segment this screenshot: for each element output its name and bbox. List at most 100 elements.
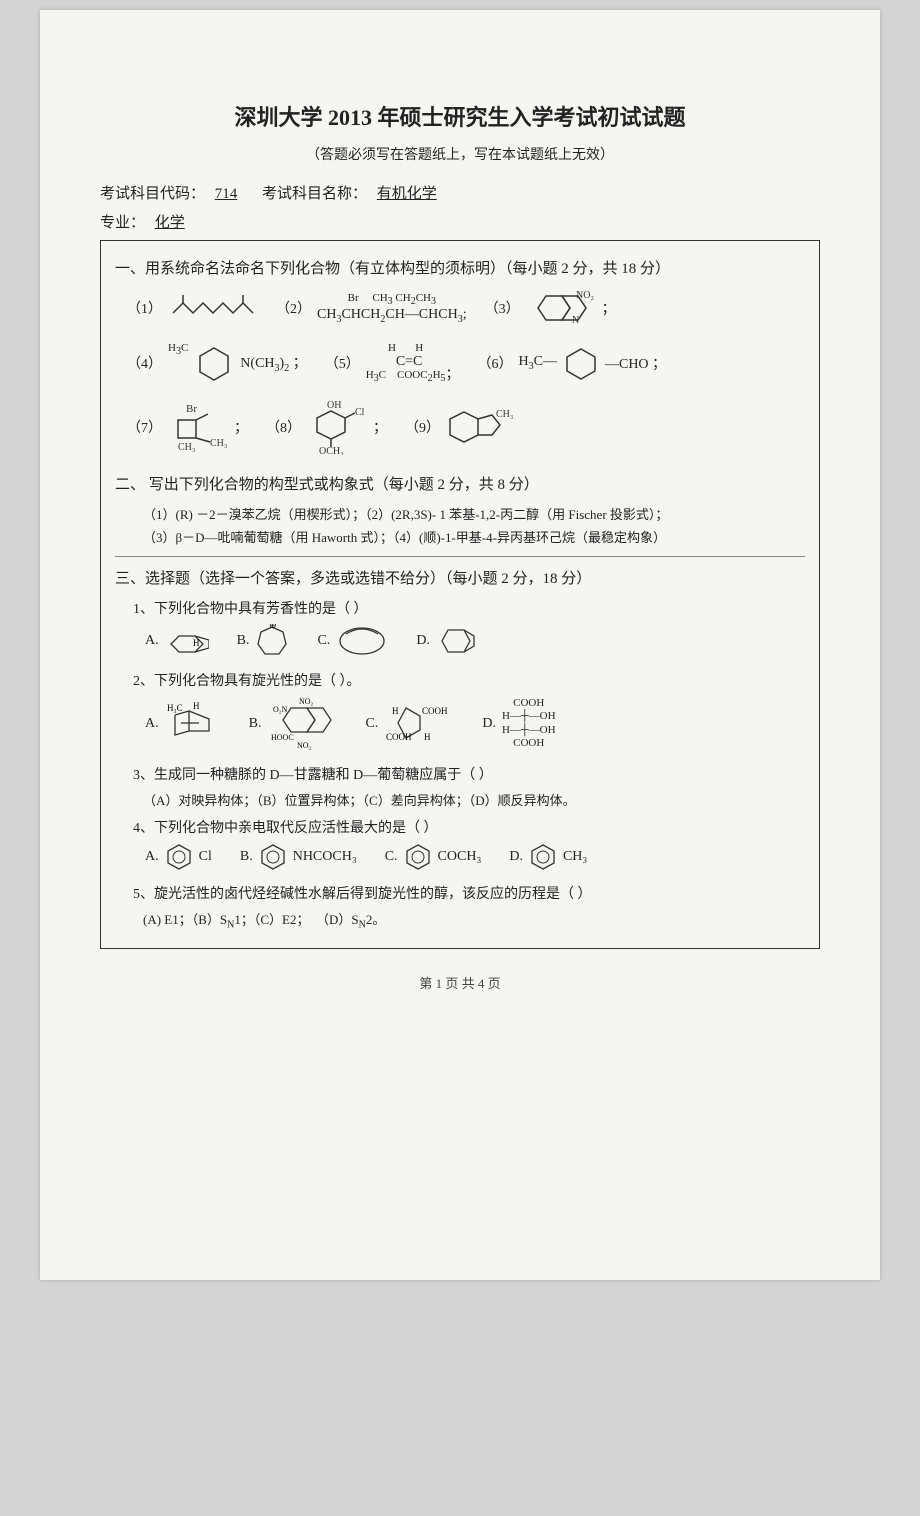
s1-item3: （3） N NO₂ ； — [485, 288, 616, 328]
q3-opts: （A）对映异构体；（B）位置异构体；（C）差向异构体；（D）顺反异构体。 — [143, 790, 805, 809]
letter-D2: D. — [482, 716, 496, 732]
s1-item1: （1） — [127, 293, 258, 323]
q4-opts: A. Cl B. NHCOCH₃ C. COCH₃ D. CH₃ — [145, 843, 805, 871]
s1-row3: （7） Br CH₃ CH₃ ； （8） OH Cl — [127, 399, 805, 455]
q2c-icon: H COOH COOH H — [384, 702, 454, 746]
letter-D: D. — [416, 633, 430, 649]
s1-item6: （6） H3C— —CHO ； — [478, 346, 667, 380]
exam-page: 深圳大学 2013 年硕士研究生入学考试初试试题 （答题必须写在答题纸上，写在本… — [40, 10, 880, 1280]
svg-text:OCH₃: OCH₃ — [319, 446, 344, 455]
letter-A4: A. — [145, 849, 159, 865]
structure-7-icon: Br CH₃ CH₃ — [168, 402, 228, 452]
svg-text:H: H — [424, 732, 431, 742]
s1-n1: （1） — [127, 298, 162, 318]
svg-text:NO₂: NO₂ — [576, 290, 594, 301]
q2d-formula: COOHH—┼—OHH—┼—OHCOOH — [502, 697, 556, 750]
major-value: 化学 — [149, 215, 191, 231]
s1-n8: （8） — [266, 417, 301, 437]
svg-text:COOH: COOH — [386, 732, 412, 742]
letter-C4: C. — [385, 849, 398, 865]
q1-optA: A. H — [145, 624, 209, 658]
q4d-label: CH₃ — [563, 849, 587, 865]
letter-B4: B. — [240, 849, 253, 865]
s1-row1: （1） （2） Br CH3 CH2CH3 CH3CHCH2CH—CHCH3; — [127, 288, 805, 328]
q2b-icon: NO₂ O₂N HOOC NO₂ — [267, 696, 337, 752]
letter-B2: B. — [249, 716, 262, 732]
q2: 2、下列化合物具有旋光性的是（ ）。 — [133, 670, 805, 690]
page-title: 深圳大学 2013 年硕士研究生入学考试初试试题 — [100, 100, 820, 132]
q1-optC: C. — [317, 624, 388, 658]
s1-n4: （4） — [127, 353, 162, 373]
s1-formula6b: —CHO ； — [605, 353, 666, 373]
semicolon-8: ； — [373, 417, 387, 437]
meta-line-1: 考试科目代码： 714 考试科目名称： 有机化学 — [100, 182, 820, 203]
q5-opts: (A) E1；（B）SN1；（C）E2； （D）SN2。 — [143, 909, 805, 931]
q2-optD: D. COOHH—┼—OHH—┼—OHCOOH — [482, 697, 555, 750]
svg-text:CH₃: CH₃ — [210, 438, 227, 449]
q1-optD: D. — [416, 624, 476, 658]
svg-text:OH: OH — [327, 400, 341, 411]
structure-4-icon — [194, 344, 234, 382]
s1-row2: （4） H3C N(CH3)2 ； （5） H H C=C H3C COOC2H… — [127, 342, 805, 385]
structure-6-icon — [563, 346, 599, 380]
q1-opts: A. H B. ⊕ C. D. — [145, 624, 805, 658]
s1-item8: （8） OH Cl OCH₃ ； — [266, 399, 387, 455]
svg-text:O₂N: O₂N — [273, 705, 288, 714]
q1c-icon — [336, 624, 388, 658]
q2-optC: C. H COOH COOH H — [365, 702, 454, 746]
s1-n9: （9） — [405, 417, 440, 437]
structure-9-icon: CH₃ — [446, 407, 516, 447]
semicolon-7: ； — [234, 417, 248, 437]
svg-text:Cl: Cl — [355, 407, 365, 418]
svg-text:HOOC: HOOC — [271, 733, 294, 742]
letter-C: C. — [317, 633, 330, 649]
s1-sub4: H3C — [168, 342, 188, 357]
svg-text:Br: Br — [186, 403, 197, 415]
q4-optD: D. CH₃ — [509, 843, 587, 871]
svg-text:H₃C: H₃C — [167, 703, 183, 713]
content-box: 一、用系统命名法命名下列化合物（有立体构型的须标明）（每小题 2 分，共 18 … — [100, 240, 820, 949]
q4b-label: NHCOCH₃ — [293, 849, 357, 865]
s1-n3: （3） — [485, 298, 520, 318]
benzene-d-icon — [529, 843, 557, 871]
benzene-b-icon — [259, 843, 287, 871]
page-footer: 第 1 页 共 4 页 — [100, 973, 820, 992]
svg-text:N: N — [572, 315, 579, 326]
s1-n6: （6） — [478, 353, 513, 373]
letter-C2: C. — [365, 716, 378, 732]
s1-n5: （5） — [325, 353, 360, 373]
letter-A2: A. — [145, 716, 159, 732]
code-value: 714 — [209, 186, 244, 202]
name-value: 有机化学 — [371, 186, 443, 202]
divider — [115, 556, 805, 557]
letter-A: A. — [145, 633, 159, 649]
svg-text:H: H — [193, 701, 200, 711]
svg-text:H: H — [193, 638, 200, 648]
svg-text:CH₃: CH₃ — [178, 442, 195, 452]
page-subtitle: （答题必须写在答题纸上，写在本试题纸上无效） — [100, 144, 820, 164]
svg-text:COOH: COOH — [422, 706, 448, 716]
svg-text:NO₂: NO₂ — [297, 741, 312, 750]
q2-optB: B. NO₂ O₂N HOOC NO₂ — [249, 696, 338, 752]
section1-heading: 一、用系统命名法命名下列化合物（有立体构型的须标明）（每小题 2 分，共 18 … — [115, 257, 805, 278]
q4a-label: Cl — [199, 849, 212, 865]
s1-formula5: H H C=C H3C COOC2H5 ； — [366, 342, 460, 385]
s2-line1: （1）(R) －2－溴苯乙烷（用楔形式）；（2）(2R,3S)- 1 苯基-1,… — [143, 504, 805, 523]
q2-optA: A. H₃C H — [145, 701, 221, 747]
q4-optB: B. NHCOCH₃ — [240, 843, 357, 871]
s1-item9: （9） CH₃ — [405, 407, 516, 447]
letter-D4: D. — [509, 849, 523, 865]
svg-text:H: H — [392, 706, 399, 716]
q5: 5、旋光活性的卤代烃经碱性水解后得到旋光性的醇，该反应的历程是（ ） — [133, 883, 805, 903]
meta-line-2: 专业： 化学 — [100, 211, 820, 232]
s1-n7: （7） — [127, 417, 162, 437]
structure-3-icon: N NO₂ — [526, 288, 596, 328]
q4-optA: A. Cl — [145, 843, 212, 871]
structure-1-icon — [168, 293, 258, 323]
s1-formula2: Br CH3 CH2CH3 CH3CHCH2CH—CHCH3; — [317, 292, 467, 325]
s1-sub4b: N(CH3)2 ； — [240, 352, 306, 374]
q1a-icon: H — [165, 624, 209, 658]
s2-line2: （3）β－D—吡喃葡萄糖（用 Haworth 式）；（4）(顺)-1-甲基-4-… — [143, 527, 805, 546]
major-label: 专业： — [100, 215, 145, 231]
s1-item2: （2） Br CH3 CH2CH3 CH3CHCH2CH—CHCH3; — [276, 292, 467, 325]
